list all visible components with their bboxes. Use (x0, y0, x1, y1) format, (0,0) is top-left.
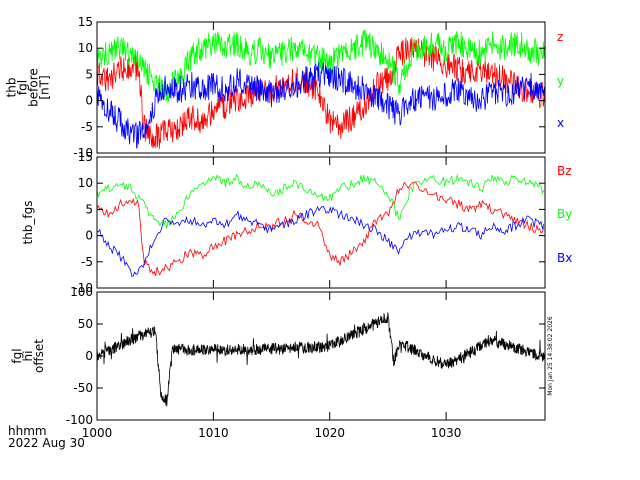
series-line-By-panel-2 (96, 173, 545, 229)
x-tick-label: 1030 (431, 426, 462, 440)
x-axis-date-label: 2022 Aug 30 (8, 436, 85, 450)
y-tick-label: 5 (85, 67, 93, 81)
legend-label-By: By (557, 207, 572, 221)
y-tick-label: 100 (70, 285, 93, 299)
y-tick-label: -10 (73, 281, 93, 295)
y-tick-label: -50 (73, 381, 93, 395)
y-tick-label: 15 (78, 150, 93, 164)
legend-label-y: y (557, 74, 564, 88)
y-axis-label-line: thb (5, 78, 19, 98)
x-tick-label: 1010 (198, 426, 229, 440)
y-axis-label-line: thb_fgs (21, 200, 35, 244)
x-tick-label: 1020 (314, 426, 345, 440)
y-tick-label: 0 (85, 94, 93, 108)
y-axis-label-line: fgl (16, 80, 30, 95)
y-axis-label-line: [nT] (38, 75, 52, 99)
series-line-x-panel-1 (96, 62, 546, 149)
y-tick-label: -100 (66, 413, 93, 427)
legend-label-Bz: Bz (557, 164, 572, 178)
y-axis-label-line: before (27, 68, 41, 107)
y-tick-label: 10 (78, 176, 93, 190)
legend-label-z: z (557, 30, 563, 44)
y-tick-label: 0 (85, 349, 93, 363)
series-line-z-panel-1 (96, 36, 546, 150)
panel-frame-1 (96, 21, 546, 154)
series-line-Bx-panel-2 (96, 205, 545, 278)
x-axis-units-label: hhmm (8, 424, 47, 438)
timestamp-label: Mon Jan 25 14:38:02 2026 (547, 316, 554, 396)
y-tick-label: 5 (85, 202, 93, 216)
y-tick-label: 0 (85, 229, 93, 243)
y-tick-label: -5 (81, 255, 93, 269)
y-axis-label-line: hi (21, 351, 35, 362)
series-line-offset-panel-3 (96, 312, 546, 407)
y-tick-label: 10 (78, 41, 93, 55)
legend-label-Bx: Bx (557, 251, 572, 265)
y-axis-label-line: fgl (10, 348, 24, 363)
y-tick-label: 50 (78, 317, 93, 331)
y-axis-label-line: offset (32, 339, 46, 373)
legend-label-x: x (557, 116, 564, 130)
y-tick-label: -10 (73, 146, 93, 160)
series-line-Bz-panel-2 (96, 181, 545, 277)
x-tick-label: 1000 (82, 426, 113, 440)
panel-frame-2 (96, 156, 546, 289)
y-tick-label: 15 (78, 15, 93, 29)
y-tick-label: -5 (81, 120, 93, 134)
